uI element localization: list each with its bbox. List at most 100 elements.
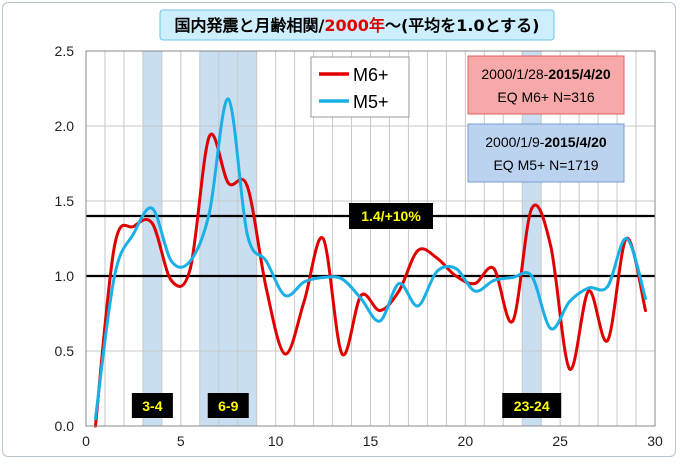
band-label-6-9: 6-9 (218, 398, 238, 414)
data-point-M6+ (378, 309, 382, 312)
data-point-M6+ (568, 367, 572, 371)
data-point-M5+ (321, 276, 325, 279)
data-point-M5+ (568, 300, 572, 303)
data-point-M5+ (169, 259, 173, 263)
data-point-M6+ (549, 244, 553, 248)
legend-label-M5+: M5+ (353, 92, 389, 112)
data-point-M5+ (340, 277, 344, 281)
info-box-2 (467, 123, 625, 183)
info-box-end-date: 2015/4/20 (548, 66, 610, 82)
x-tick-label: 20 (458, 433, 474, 449)
data-point-M5+ (112, 274, 116, 278)
reference-label-box (349, 203, 433, 229)
data-point-M6+ (340, 352, 344, 356)
info-box-date-range: 2000/1/9-2015/4/20 (485, 134, 607, 150)
x-tick-label: 10 (268, 433, 284, 449)
data-point-M6+ (131, 225, 135, 228)
chart-frame: 0 5 10 15 20 25 30 0.0 0.5 1.0 1.5 2.0 2.5 3-4 6-9 23-… (2, 2, 676, 457)
x-tick-label: 25 (552, 433, 568, 449)
data-point-M6+ (226, 181, 230, 185)
data-point-M5+ (473, 289, 477, 293)
data-point-M5+ (378, 319, 382, 323)
data-point-M6+ (416, 249, 420, 252)
data-point-M5+ (131, 232, 135, 236)
legend-label-M6+: M6+ (353, 65, 389, 85)
data-point-M5+ (492, 279, 496, 282)
data-point-M5+ (359, 297, 363, 300)
data-point-M6+ (587, 289, 591, 293)
data-point-M6+ (169, 279, 173, 282)
info-box-count: EQ M5+ N=1719 (493, 157, 598, 173)
data-point-M6+ (150, 222, 154, 225)
data-point-M6+ (454, 274, 458, 278)
data-point-M6+ (435, 256, 439, 260)
data-point-M5+ (188, 259, 192, 263)
data-point-M6+ (245, 184, 249, 188)
data-point-M6+ (530, 207, 534, 210)
chart-title: 国内発震と月齢相関/2000年〜(平均を1.0とする) (175, 16, 540, 35)
data-point-M6+ (511, 319, 515, 323)
data-point-M6+ (397, 289, 401, 293)
data-point-M5+ (549, 327, 553, 330)
legend-box (310, 56, 410, 118)
reference-label: 1.4/+10% (361, 208, 421, 224)
data-point-M5+ (435, 270, 439, 273)
plot-border (85, 50, 656, 427)
data-point-M6+ (264, 286, 268, 290)
title-prefix: 国内発震と月齢相関/ (175, 16, 325, 35)
data-point-M6+ (606, 339, 610, 342)
data-point-M6+ (112, 244, 116, 248)
band-label-box (207, 393, 249, 418)
data-point-M6+ (302, 300, 306, 303)
data-point-M5+ (416, 304, 420, 308)
data-point-M5+ (397, 282, 401, 285)
data-point-M5+ (302, 280, 306, 284)
data-point-M5+ (93, 417, 97, 420)
data-point-M5+ (587, 286, 591, 290)
data-point-M6+ (492, 267, 496, 270)
data-point-M5+ (606, 285, 610, 288)
info-box-start-date: 2000/1/9- (485, 134, 544, 150)
x-tick-label: 5 (177, 433, 185, 449)
info-box-end-date: 2015/4/20 (544, 134, 606, 150)
x-tick-label: 30 (647, 433, 663, 449)
band-label-box (502, 393, 562, 418)
data-point-M5+ (207, 211, 211, 215)
data-point-M5+ (530, 274, 534, 278)
data-point-M5+ (226, 97, 230, 101)
band-label-3-4: 3-4 (142, 398, 162, 414)
x-tick-label: 15 (363, 433, 379, 449)
band-label-box (131, 393, 173, 418)
data-point-M5+ (283, 294, 287, 297)
y-tick-label: 0.5 (55, 343, 75, 359)
data-point-M5+ (511, 276, 515, 279)
y-tick-label: 2.0 (55, 118, 75, 134)
data-point-M5+ (264, 259, 268, 263)
data-point-M6+ (283, 352, 287, 356)
data-point-M5+ (644, 297, 648, 300)
title-box (159, 9, 555, 41)
highlight-band-3-4 (142, 51, 162, 426)
band-label-23-24: 23-24 (514, 398, 550, 414)
y-tick-label: 1.5 (55, 193, 75, 209)
y-tick-label: 2.5 (55, 43, 75, 59)
title-highlight: 2000年 (324, 16, 385, 35)
data-point-M6+ (321, 237, 325, 240)
info-box-date-range: 2000/1/28-2015/4/20 (481, 66, 610, 82)
info-box-start-date: 2000/1/28- (481, 66, 548, 82)
data-point-M5+ (245, 232, 249, 236)
data-point-M6+ (644, 309, 648, 312)
x-tick-label: 0 (82, 433, 90, 449)
data-point-M6+ (473, 282, 477, 285)
data-point-M5+ (150, 207, 154, 210)
data-point-M5+ (454, 267, 458, 270)
chart: 0 5 10 15 20 25 30 0.0 0.5 1.0 1.5 2.0 2.5 3-4 6-9 23-… (55, 9, 663, 449)
data-point-M6+ (188, 267, 192, 270)
y-tick-label: 0.0 (55, 418, 75, 434)
info-box-count: EQ M6+ N=316 (497, 89, 594, 105)
title-suffix: 〜(平均を1.0とする) (385, 16, 540, 35)
data-point-M6+ (207, 135, 211, 138)
info-box-1 (467, 55, 625, 115)
y-tick-label: 1.0 (55, 268, 75, 284)
data-point-M5+ (625, 237, 629, 240)
